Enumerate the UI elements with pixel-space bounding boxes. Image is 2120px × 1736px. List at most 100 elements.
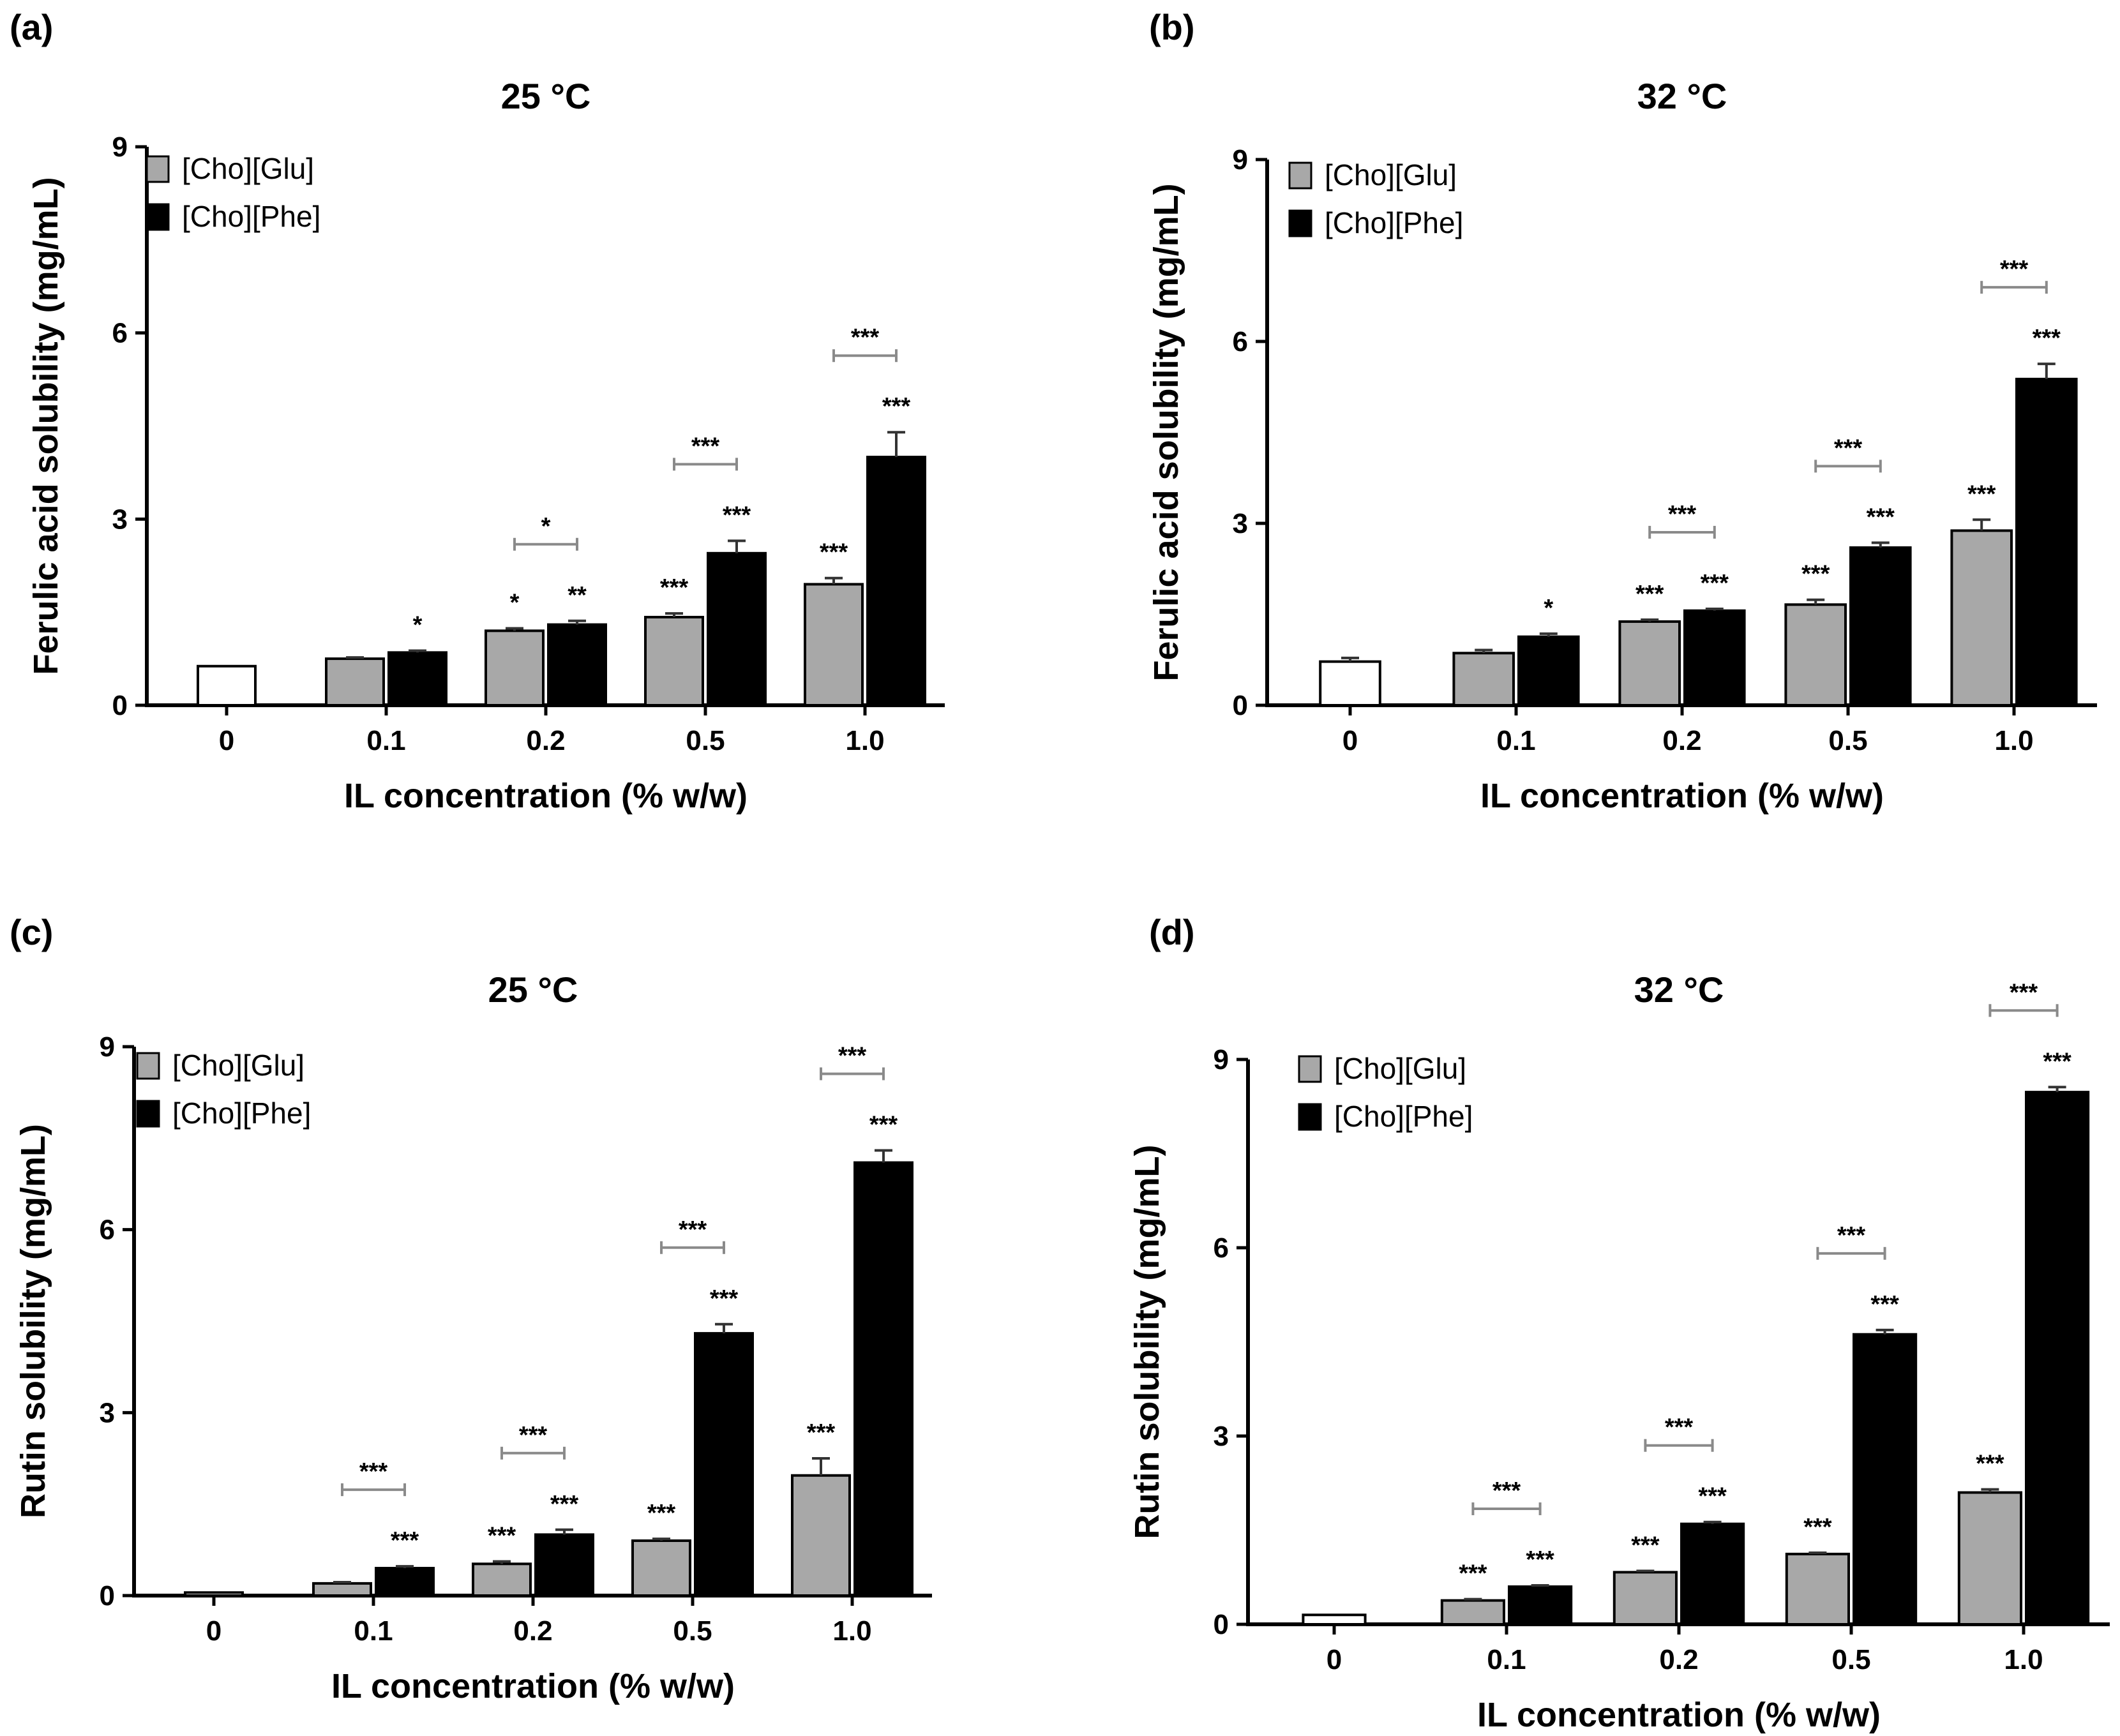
significance-label-phe: *** — [869, 1111, 898, 1138]
bar-phe — [694, 1332, 754, 1597]
significance-label-glu: *** — [1801, 561, 1830, 588]
y-tick-label: 3 — [100, 1397, 115, 1428]
legend-swatch-phe — [1298, 1103, 1322, 1131]
y-tick-label: 0 — [100, 1580, 115, 1612]
bar-glu — [1452, 652, 1515, 707]
x-tick-label: 0.2 — [1662, 725, 1701, 756]
chart-panel-2: (b) 32 °C 0 3 6 9 0 0.1 0.2 0.5 1.0 IL concentratio… — [1147, 7, 2097, 815]
x-tick-label: 0.1 — [1487, 1644, 1526, 1675]
bar-glu — [1613, 1571, 1678, 1626]
y-axis-title: Ferulic acid solubility (mg/mL) — [1147, 183, 1185, 681]
x-axis-title: IL concentration (% w/w) — [1480, 777, 1884, 815]
bar-phe — [1517, 635, 1580, 707]
legend-swatch-phe — [1288, 209, 1312, 237]
legend-label-phe: [Cho][Phe] — [182, 200, 320, 233]
bar-phe — [853, 1161, 913, 1597]
bar-glu — [312, 1582, 372, 1598]
y-tick-label: 0 — [1214, 1609, 1229, 1640]
bar-phe — [387, 651, 447, 707]
comparison-significance: *** — [1492, 1478, 1521, 1504]
bar-glu — [472, 1562, 532, 1597]
bar-glu — [1440, 1599, 1506, 1626]
significance-label-glu: *** — [820, 539, 848, 566]
legend-swatch-glu — [136, 1052, 160, 1080]
legend-swatch-phe — [146, 203, 170, 231]
bar-glu — [1618, 620, 1681, 707]
bar-phe — [547, 623, 607, 707]
bar-control — [1319, 660, 1381, 707]
chart-title: 25 °C — [488, 969, 578, 1010]
significance-label-phe: *** — [550, 1491, 579, 1518]
significance-label-glu: *** — [647, 1500, 676, 1527]
x-tick-label: 0.1 — [1496, 725, 1535, 756]
panel-label: (b) — [1149, 7, 1195, 47]
y-tick-label: 9 — [112, 131, 128, 163]
x-tick-label: 0.5 — [686, 725, 725, 756]
comparison-significance: *** — [1665, 1414, 1694, 1441]
y-tick-label: 6 — [1214, 1232, 1229, 1264]
significance-label-phe: *** — [2043, 1048, 2071, 1075]
y-tick-label: 0 — [1233, 690, 1248, 721]
significance-label-phe: *** — [1870, 1291, 1899, 1318]
significance-label-glu: *** — [488, 1522, 516, 1549]
significance-label-glu: *** — [1976, 1451, 2004, 1478]
significance-label-phe: *** — [1701, 570, 1729, 597]
bar-glu — [1957, 1491, 2023, 1626]
significance-label-glu: *** — [660, 574, 689, 601]
bar-glu — [325, 657, 385, 707]
y-tick-label: 6 — [1233, 326, 1248, 357]
chart-panel-1: (a) 25 °C 0 3 6 9 0 0.1 0.2 0.5 1.0 IL concentratio… — [10, 7, 945, 815]
y-tick-label: 3 — [112, 504, 128, 535]
x-tick-label: 0 — [1342, 725, 1358, 756]
bar-phe — [1508, 1585, 1573, 1626]
x-tick-label: 0.5 — [1828, 725, 1867, 756]
x-tick-label: 0.2 — [526, 725, 565, 756]
legend-label-glu: [Cho][Glu] — [182, 152, 314, 185]
legend-label-glu: [Cho][Glu] — [172, 1049, 304, 1082]
chart-panel-4: (d) 32 °C 0 3 6 9 0 0.1 0.2 0.5 1.0 IL concentratio… — [1128, 912, 2110, 1734]
y-tick-label: 0 — [112, 690, 128, 721]
legend-label-glu: [Cho][Glu] — [1325, 158, 1457, 191]
legend-swatch-glu — [1298, 1055, 1322, 1083]
comparison-significance: *** — [2010, 979, 2038, 1006]
significance-label-glu: * — [510, 589, 520, 616]
x-tick-label: 1.0 — [1994, 725, 2033, 756]
x-tick-label: 0.1 — [354, 1615, 393, 1647]
legend-label-glu: [Cho][Glu] — [1334, 1052, 1466, 1085]
significance-label-phe: *** — [1698, 1483, 1727, 1510]
y-tick-label: 9 — [1233, 144, 1248, 176]
comparison-significance: *** — [691, 433, 720, 460]
significance-label-phe: *** — [1526, 1546, 1554, 1573]
y-tick-label: 6 — [112, 318, 128, 349]
legend-label-phe: [Cho][Phe] — [172, 1096, 311, 1130]
comparison-significance: *** — [2000, 256, 2029, 283]
y-tick-label: 3 — [1214, 1421, 1229, 1452]
x-tick-label: 0.5 — [1831, 1644, 1870, 1675]
significance-label-glu: *** — [1635, 581, 1664, 608]
significance-label-glu: *** — [807, 1419, 836, 1446]
x-axis-title: IL concentration (% w/w) — [1477, 1696, 1881, 1734]
legend-label-phe: [Cho][Phe] — [1334, 1100, 1473, 1133]
legend-swatch-glu — [146, 155, 170, 183]
x-tick-label: 0.5 — [673, 1615, 712, 1647]
y-tick-label: 9 — [100, 1031, 115, 1063]
bar-glu — [791, 1474, 851, 1598]
chart-panel-3: (c) 25 °C 0 3 6 9 0 0.1 0.2 0.5 1.0 IL concentratio… — [10, 912, 932, 1705]
significance-label-glu: *** — [1967, 481, 1996, 507]
panel-label: (d) — [1149, 912, 1195, 952]
x-tick-label: 1.0 — [2004, 1644, 2043, 1675]
x-tick-label: 1.0 — [832, 1615, 871, 1647]
comparison-significance: *** — [838, 1042, 867, 1069]
significance-label-phe: *** — [2033, 325, 2061, 352]
significance-label-phe: *** — [391, 1527, 419, 1554]
legend-swatch-glu — [1288, 161, 1312, 190]
significance-label-phe: *** — [1867, 504, 1895, 530]
chart-title: 32 °C — [1637, 76, 1727, 116]
comparison-significance: * — [541, 513, 551, 540]
comparison-significance: *** — [519, 1422, 548, 1449]
x-tick-label: 0.2 — [1659, 1644, 1698, 1675]
bar-glu — [1950, 529, 2013, 707]
y-tick-label: 9 — [1214, 1044, 1229, 1075]
significance-label-phe: * — [413, 611, 423, 638]
